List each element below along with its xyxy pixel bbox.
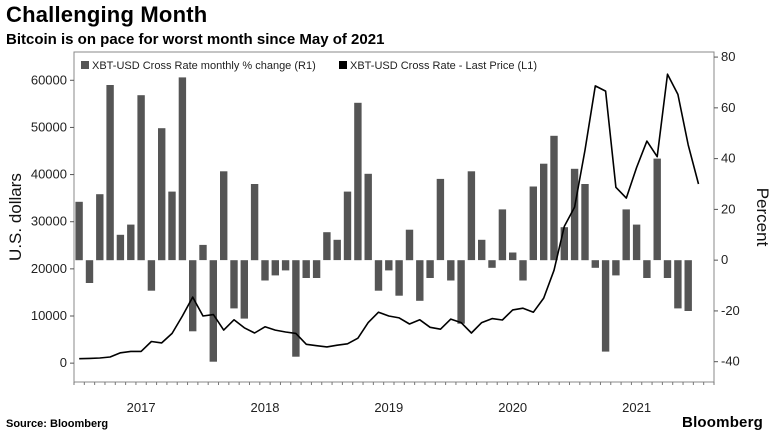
y-left-tick-label: 0 bbox=[60, 355, 67, 370]
bar-monthly-change bbox=[354, 102, 362, 261]
x-year-label: 2017 bbox=[127, 400, 156, 415]
y-left-tick-label: 30000 bbox=[31, 214, 67, 229]
bar-monthly-change bbox=[333, 239, 341, 261]
bar-monthly-change bbox=[116, 234, 125, 261]
y-right-tick-label: 20 bbox=[721, 201, 735, 216]
y-right-tick-label: -20 bbox=[721, 303, 740, 318]
bar-monthly-change bbox=[467, 171, 476, 261]
bar-monthly-change bbox=[498, 209, 507, 261]
bar-monthly-change bbox=[540, 163, 548, 261]
bar-monthly-change bbox=[426, 260, 434, 278]
bar-monthly-change bbox=[509, 252, 517, 261]
y-axis-right-title: Percent bbox=[753, 188, 772, 247]
line-series bbox=[79, 73, 700, 360]
bar-monthly-change bbox=[85, 260, 94, 283]
brand-logo: Bloomberg bbox=[682, 414, 763, 431]
legend-label-line: XBT-USD Cross Rate - Last Price (L1) bbox=[350, 60, 537, 72]
bar-monthly-change bbox=[323, 232, 331, 261]
y-left-tick-label: 20000 bbox=[31, 261, 67, 276]
bar-monthly-change bbox=[643, 260, 651, 278]
bar-monthly-change bbox=[158, 128, 166, 261]
bar-monthly-change bbox=[271, 260, 279, 276]
bar-monthly-change bbox=[374, 260, 383, 291]
bar-monthly-change bbox=[240, 260, 248, 319]
bar-monthly-change bbox=[168, 191, 176, 261]
chart-title: Challenging Month bbox=[6, 2, 208, 27]
bar-monthly-change bbox=[96, 194, 104, 261]
bar-monthly-change bbox=[581, 184, 589, 261]
bar-monthly-change bbox=[601, 260, 610, 352]
legend-swatch-line bbox=[339, 61, 347, 69]
x-year-label: 2020 bbox=[498, 400, 527, 415]
x-year-label: 2021 bbox=[622, 400, 651, 415]
bar-monthly-change bbox=[312, 260, 321, 278]
bar-monthly-change bbox=[385, 260, 393, 271]
bar-monthly-change bbox=[529, 186, 537, 261]
bar-monthly-change bbox=[189, 260, 197, 332]
bar-monthly-change bbox=[261, 260, 269, 281]
y-right-tick-label: 60 bbox=[721, 100, 735, 115]
y-left-tick-label: 40000 bbox=[31, 167, 67, 182]
bar-monthly-change bbox=[488, 260, 496, 268]
legend: XBT-USD Cross Rate monthly % change (R1)… bbox=[78, 56, 556, 74]
axes: 0 10000 20000 30000 40000 50000 60000 -40 -20 0 20… bbox=[31, 49, 740, 415]
x-year-label: 2019 bbox=[374, 400, 403, 415]
bar-monthly-change bbox=[106, 85, 114, 261]
bar-monthly-change bbox=[405, 229, 414, 261]
bar-monthly-change bbox=[75, 201, 83, 261]
bar-monthly-change bbox=[209, 260, 217, 362]
bar-monthly-change bbox=[281, 260, 290, 271]
bar-monthly-change bbox=[292, 260, 300, 357]
bar-monthly-change bbox=[591, 260, 599, 268]
legend-swatch-bars bbox=[81, 61, 89, 69]
bar-monthly-change bbox=[364, 173, 372, 261]
bar-monthly-change bbox=[653, 158, 661, 261]
y-right-tick-label: 0 bbox=[721, 252, 728, 267]
bar-monthly-change bbox=[199, 244, 207, 261]
y-left-tick-label: 50000 bbox=[31, 119, 67, 134]
bar-monthly-change bbox=[684, 260, 692, 311]
bar-monthly-change bbox=[550, 135, 558, 261]
bar-monthly-change bbox=[395, 260, 403, 296]
bar-monthly-change bbox=[674, 260, 682, 309]
y-left-tick-label: 60000 bbox=[31, 72, 67, 87]
bar-monthly-change bbox=[220, 171, 228, 261]
bar-monthly-change bbox=[612, 260, 620, 276]
bar-series bbox=[75, 77, 692, 362]
bar-monthly-change bbox=[560, 227, 568, 261]
bar-monthly-change bbox=[519, 260, 527, 281]
bar-monthly-change bbox=[137, 95, 145, 261]
bar-monthly-change bbox=[663, 260, 672, 278]
bar-monthly-change bbox=[127, 224, 135, 261]
y-left-tick-label: 10000 bbox=[31, 308, 67, 323]
bar-monthly-change bbox=[436, 178, 445, 261]
bar-monthly-change bbox=[416, 260, 424, 301]
bar-monthly-change bbox=[302, 260, 310, 278]
bar-monthly-change bbox=[343, 191, 352, 261]
bar-monthly-change bbox=[230, 260, 238, 309]
legend-label-bars: XBT-USD Cross Rate monthly % change (R1) bbox=[92, 60, 316, 72]
y-right-tick-label: 80 bbox=[721, 49, 735, 64]
x-year-label: 2018 bbox=[251, 400, 280, 415]
bar-monthly-change bbox=[622, 209, 630, 261]
bar-monthly-change bbox=[457, 260, 465, 324]
bar-monthly-change bbox=[147, 260, 156, 291]
bar-monthly-change bbox=[178, 77, 187, 261]
line-last-price bbox=[79, 73, 700, 360]
y-right-tick-label: -40 bbox=[721, 354, 740, 369]
bar-monthly-change bbox=[250, 184, 259, 261]
chart-subtitle: Bitcoin is on pace for worst month since… bbox=[6, 31, 385, 48]
legend-background bbox=[78, 56, 556, 74]
bar-monthly-change bbox=[478, 239, 486, 261]
bar-monthly-change bbox=[447, 260, 455, 281]
bar-monthly-change bbox=[632, 224, 641, 261]
y-axis-left-title: U.S. dollars bbox=[6, 173, 25, 261]
source-note: Source: Bloomberg bbox=[6, 418, 109, 430]
bar-monthly-change bbox=[570, 168, 579, 261]
y-right-tick-label: 40 bbox=[721, 151, 735, 166]
